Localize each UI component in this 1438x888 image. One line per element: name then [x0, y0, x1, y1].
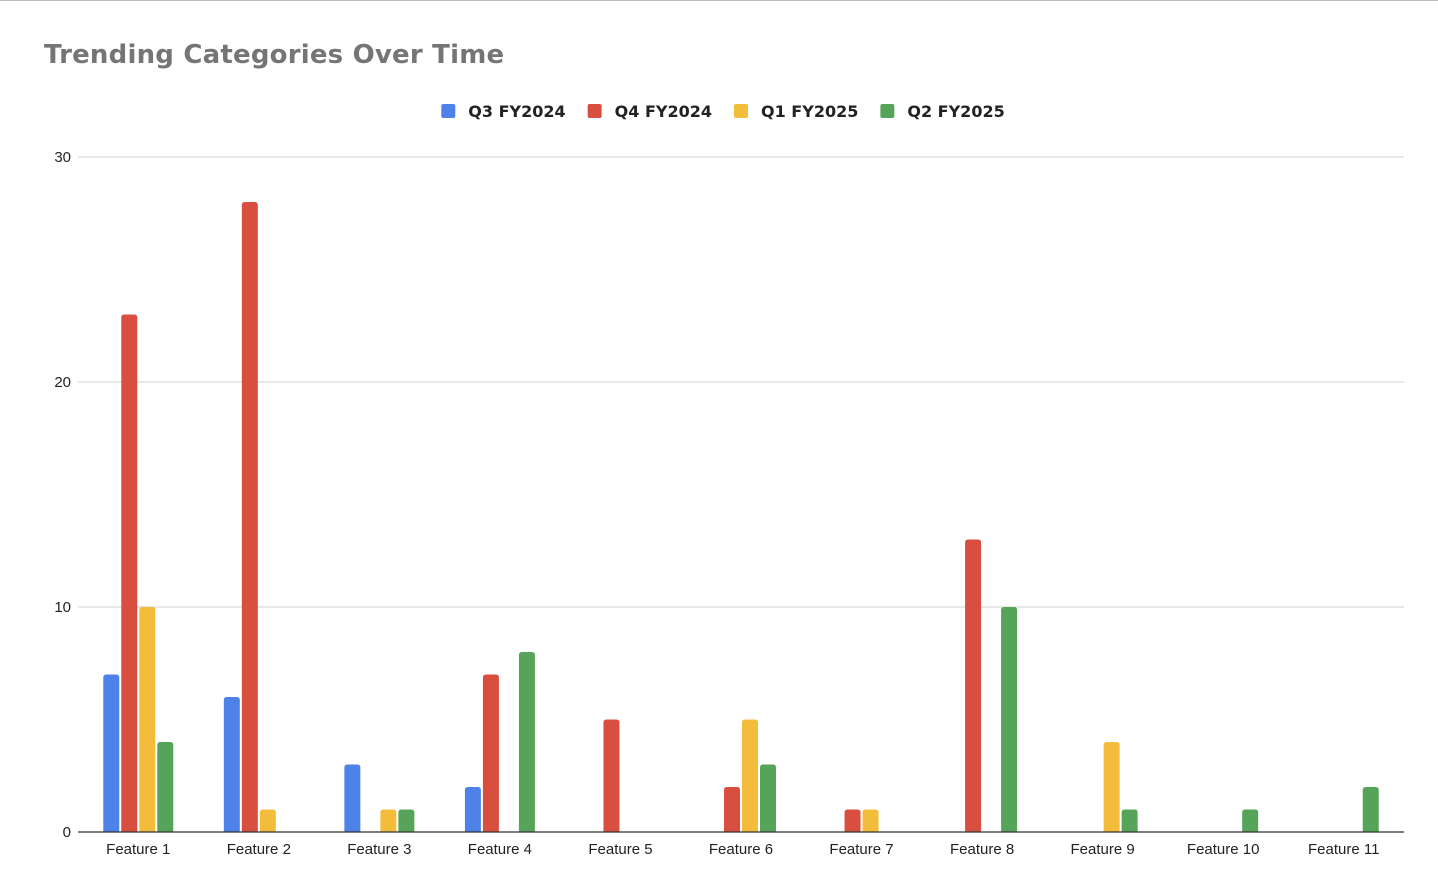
x-tick-label: Feature 3 [347, 841, 411, 858]
bar [1001, 607, 1018, 832]
bar [1242, 809, 1259, 832]
bar [103, 674, 120, 832]
legend-swatch [441, 104, 456, 118]
bar [844, 809, 861, 832]
legend-label: Q3 FY2024 [468, 102, 565, 121]
bar [603, 719, 620, 832]
bar [862, 809, 879, 832]
bars [103, 202, 1379, 832]
bar [724, 787, 740, 832]
legend-swatch [734, 104, 748, 118]
x-axis-ticks: Feature 1 Feature 2 Feature 3 Feature 4 Feat… [106, 841, 1379, 858]
x-tick-label: Feature 10 [1187, 841, 1260, 858]
bar [344, 764, 361, 832]
x-tick-label: Feature 8 [950, 841, 1014, 858]
bar [259, 809, 276, 832]
bar [1121, 809, 1138, 832]
x-tick-label: Feature 11 [1308, 841, 1379, 858]
bar [139, 607, 156, 832]
legend-swatch [880, 104, 895, 118]
legend-label: Q2 FY2025 [907, 102, 1004, 121]
x-tick-label: Feature 6 [709, 841, 773, 858]
bar [482, 674, 499, 832]
bar [518, 652, 535, 832]
x-tick-label: Feature 2 [227, 841, 291, 858]
y-tick-label: 0 [63, 824, 71, 841]
x-tick-label: Feature 9 [1071, 841, 1135, 858]
bar [1362, 787, 1379, 832]
bar [241, 202, 258, 832]
legend: Q3 FY2024 Q4 FY2024 Q1 FY2025 Q2 FY2025 [441, 102, 1005, 121]
top-divider [0, 0, 1438, 1]
gridlines [78, 156, 1404, 608]
bar [742, 719, 758, 832]
x-tick-label: Feature 4 [468, 841, 532, 858]
y-axis-ticks: 0 10 20 30 [54, 149, 71, 841]
x-tick-label: Feature 7 [829, 841, 893, 858]
chart-title: Trending Categories Over Time [44, 40, 505, 70]
bar [760, 764, 776, 832]
bar [121, 314, 138, 832]
bar [223, 697, 240, 832]
x-tick-label: Feature 5 [588, 841, 652, 858]
y-tick-label: 10 [54, 599, 71, 616]
bar [157, 742, 174, 832]
bar [965, 539, 982, 832]
legend-swatch [587, 104, 602, 118]
bar [1103, 742, 1120, 832]
x-tick-label: Feature 1 [106, 841, 170, 858]
y-tick-label: 20 [54, 374, 71, 391]
bar [464, 787, 481, 832]
y-tick-label: 30 [54, 149, 71, 166]
bar [380, 809, 397, 832]
legend-label: Q4 FY2024 [615, 102, 712, 121]
bar [398, 809, 415, 832]
legend-label: Q1 FY2025 [761, 102, 858, 121]
